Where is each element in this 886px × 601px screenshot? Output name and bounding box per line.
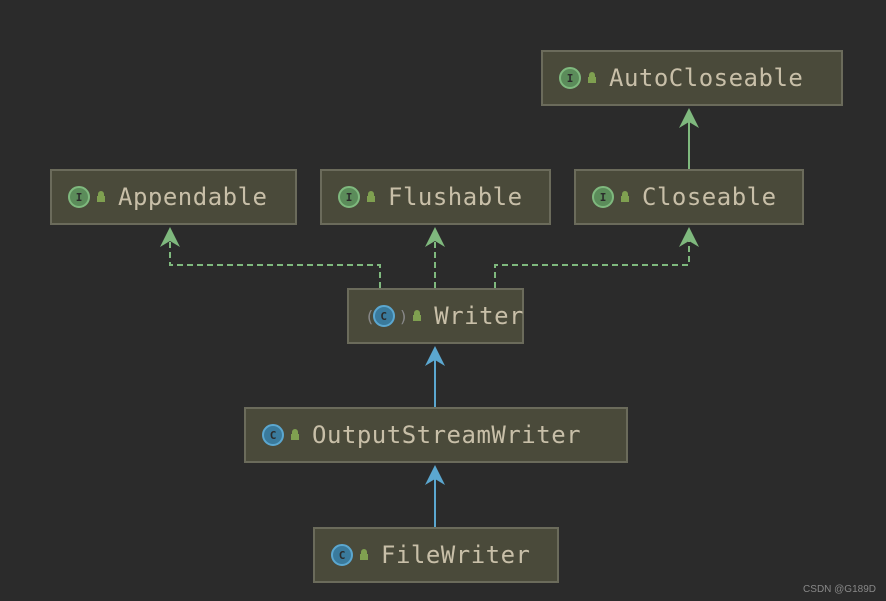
interface-icon: I (559, 67, 581, 89)
node-label: Appendable (118, 183, 268, 211)
interface-icon: I (68, 186, 90, 208)
lock-icon (412, 310, 422, 322)
lock-icon (620, 191, 630, 203)
abstract-paren-icon: ) (399, 307, 409, 326)
node-closeable: I Closeable (574, 169, 804, 225)
node-appendable: I Appendable (50, 169, 297, 225)
interface-icon: I (592, 186, 614, 208)
node-flushable: I Flushable (320, 169, 551, 225)
interface-icon: I (338, 186, 360, 208)
node-label: Flushable (388, 183, 523, 211)
lock-icon (290, 429, 300, 441)
node-filewriter: C FileWriter (313, 527, 559, 583)
node-label: Closeable (642, 183, 777, 211)
node-label: AutoCloseable (609, 64, 803, 92)
lock-icon (96, 191, 106, 203)
node-label: OutputStreamWriter (312, 421, 581, 449)
node-outputstreamwriter: C OutputStreamWriter (244, 407, 628, 463)
node-writer: ( C ) Writer (347, 288, 524, 344)
node-label: Writer (434, 302, 524, 330)
node-autocloseable: I AutoCloseable (541, 50, 843, 106)
class-icon: C (331, 544, 353, 566)
watermark: CSDN @G189D (803, 584, 876, 595)
node-label: FileWriter (381, 541, 531, 569)
class-icon: C (262, 424, 284, 446)
lock-icon (587, 72, 597, 84)
lock-icon (359, 549, 369, 561)
class-icon: C (373, 305, 395, 327)
lock-icon (366, 191, 376, 203)
